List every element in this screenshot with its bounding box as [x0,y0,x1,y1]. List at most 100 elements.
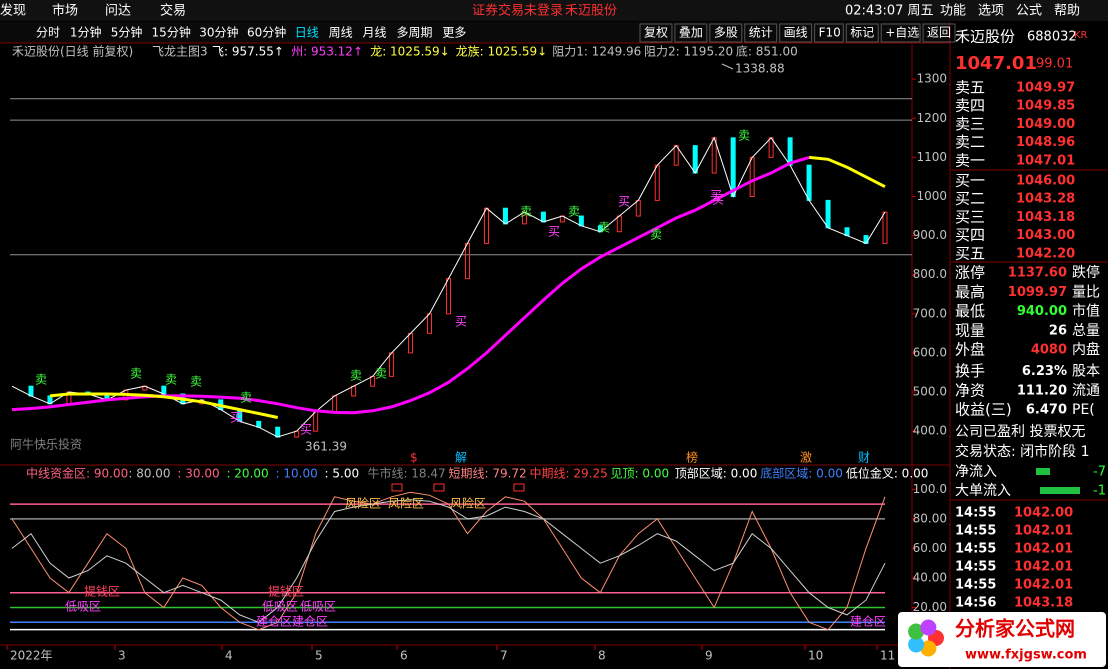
menu-item[interactable]: 发现 [0,3,26,19]
indicator-value: : 30.00 [177,467,219,481]
toolbar-button[interactable]: F10 [819,26,841,40]
x-tick-label: 9 [705,649,713,663]
signal-label: 买 [455,315,467,329]
indicator-value: 牛市线: 18.47 [367,466,445,481]
menu-item[interactable]: 问达 [105,4,131,19]
y-tick-label: 500.0 [913,385,947,399]
signal-label: 买 [712,193,724,207]
period-tab[interactable]: 多周期 [396,26,432,40]
indicator-value: : 5.00 [325,467,360,481]
period-tab[interactable]: 30分钟 [199,25,238,40]
stat-value: 940.00 [1017,304,1067,319]
x-tick-label: 10 [808,649,823,663]
signal-label: 买 [230,411,242,425]
tick-time: 14:55 [955,560,996,575]
period-tab[interactable]: 日线 [295,26,319,40]
book-label: 买一 [955,172,985,190]
zone-label: 低吸区 [300,600,336,614]
stat-label: 涨停 [955,264,985,282]
x-tick-label: 4 [225,649,233,663]
stat-label: 最低 [955,302,985,320]
indicator-value: 龙: 1025.59↓ [370,45,450,59]
event-marker[interactable]: 解 [455,451,467,465]
period-tab[interactable]: 周线 [329,26,353,40]
book-label: 卖五 [955,79,985,97]
indicator-name: 飞龙主图3 [152,45,208,59]
logo-petal [920,619,937,636]
x-tick-label: 6 [400,649,408,663]
tick-time: 14:55 [955,542,996,557]
price-line [11,136,886,438]
top-marker [513,483,525,492]
signal-label: 买 [300,423,312,437]
toolbar-button[interactable]: 叠加 [679,26,703,40]
indicator-value: : 20.00 [226,467,268,481]
signal-label: 卖 [240,391,252,405]
indicator-value: 底: 851.00 [736,44,798,59]
y-tick-label: 40.00 [913,570,947,584]
menu-item[interactable]: 选项 [978,4,1004,19]
indicator-value: 飞: 957.55↑ [212,45,284,59]
x-tick-label: 7 [500,649,508,663]
toolbar-button[interactable]: +自选 [885,26,919,40]
candle [540,211,546,223]
toolbar-button[interactable]: 返回 [927,26,951,40]
logo-url: www.fxjgsw.com [965,648,1087,663]
event-marker[interactable]: 榜 [686,450,698,465]
stock-code: 688032 [1027,30,1077,45]
zone-label: 建仓区 [850,615,886,629]
stock-title: 禾迈股份(日线 前复权) [12,44,133,59]
stat-value: 1099.97 [1008,285,1067,300]
period-tab[interactable]: 分时 [36,26,60,40]
menu-item[interactable]: 帮助 [1054,4,1080,19]
x-tick-label: 5 [315,649,323,663]
menu-item[interactable]: 市场 [52,3,78,19]
toolbar-button[interactable]: 标记 [850,26,874,40]
tick-price: 1042.01 [1014,524,1073,539]
period-tab[interactable]: 15分钟 [152,25,191,40]
high-annotation: 1338.88 [735,62,785,76]
y-tick-label: 700.0 [913,306,947,320]
period-tab[interactable]: 月线 [363,26,387,40]
menu-stock: 禾迈股份 [565,4,617,19]
y-tick-label: 100.0 [913,482,947,496]
flow-bar [1040,487,1080,494]
toolbar-button[interactable]: 复权 [644,26,668,40]
menu-item[interactable]: 公式 [1016,4,1042,19]
tick-price: 1042.01 [1014,542,1073,557]
book-label: 卖三 [955,115,985,133]
stat-label: PE( [1072,402,1095,418]
indicator-value: 短期线: 79.72 [448,467,526,481]
event-marker[interactable]: 财 [858,451,870,465]
book-label: 买五 [955,244,985,262]
menu-item[interactable]: 功能 [940,4,966,19]
zone-label: 风险区 [388,496,424,511]
period-tab[interactable]: 1分钟 [70,25,102,40]
y-tick-label: 1100 [916,150,947,164]
price-line [49,155,886,419]
stat-value: 6.470 [1026,403,1067,418]
toolbar-button[interactable]: 统计 [749,26,773,40]
event-marker[interactable]: $ [410,451,418,465]
candle [275,426,281,438]
indicator-value: 底部区域: 0.00 [760,466,843,481]
stat-value: 4080 [1031,343,1067,358]
button-frame [639,23,673,43]
signal-label: 卖 [568,205,580,219]
y-tick-label: 80.00 [913,511,947,525]
indicator-value: 龙族: 1025.59↓ [456,45,548,59]
indicator-value: 阻力1: 1249.96 [552,45,641,59]
period-tab[interactable]: 5分钟 [111,25,143,40]
toolbar-button[interactable]: 画线 [784,26,808,40]
menu-item[interactable]: 交易 [160,3,186,19]
event-marker[interactable]: 激 [800,451,812,465]
stat-label: 量比 [1072,284,1100,300]
x-tick-label: 3 [118,649,126,663]
price-change: 99.01 [1036,57,1073,72]
toolbar-button[interactable]: 多股 [714,26,738,40]
indicator-line [11,499,886,623]
tick-price: 1042.00 [1014,506,1073,521]
period-tab[interactable]: 更多 [442,26,466,40]
stat-label: 流通 [1072,383,1100,399]
period-tab[interactable]: 60分钟 [247,25,286,40]
